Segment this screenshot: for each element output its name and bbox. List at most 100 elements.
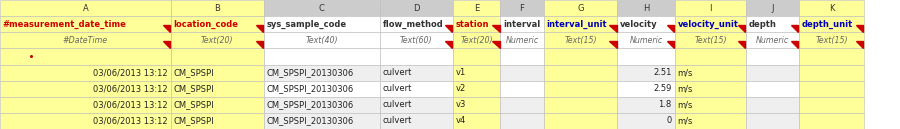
- Bar: [500, 0, 544, 16]
- Bar: [0, 113, 171, 129]
- Bar: [264, 32, 380, 48]
- Text: velocity: velocity: [620, 20, 658, 29]
- Polygon shape: [791, 25, 798, 32]
- Bar: [675, 81, 746, 97]
- Bar: [746, 113, 799, 129]
- Text: CM_SPSPI: CM_SPSPI: [174, 68, 214, 77]
- Bar: [544, 32, 617, 48]
- Bar: [799, 97, 864, 113]
- Text: C: C: [319, 4, 325, 13]
- Text: H: H: [643, 4, 650, 13]
- Bar: [500, 48, 544, 64]
- Bar: [0, 64, 171, 81]
- Bar: [0, 81, 171, 97]
- Text: CM_SPSPI_20130306: CM_SPSPI_20130306: [266, 84, 354, 93]
- Text: Numeric: Numeric: [506, 36, 538, 45]
- Text: CM_SPSPI_20130306: CM_SPSPI_20130306: [266, 116, 354, 125]
- Bar: [453, 64, 500, 81]
- Bar: [799, 113, 864, 129]
- Text: D: D: [413, 4, 419, 13]
- Bar: [500, 81, 544, 97]
- Bar: [453, 0, 500, 16]
- Bar: [544, 0, 617, 16]
- Bar: [746, 97, 799, 113]
- Polygon shape: [445, 25, 452, 32]
- Text: CM_SPSPI: CM_SPSPI: [174, 84, 214, 93]
- Text: v3: v3: [455, 100, 466, 109]
- Text: Numeric: Numeric: [756, 36, 789, 45]
- Bar: [675, 97, 746, 113]
- Bar: [799, 64, 864, 81]
- Bar: [171, 32, 264, 48]
- Text: Text(15): Text(15): [815, 36, 848, 45]
- Bar: [675, 48, 746, 64]
- Text: culvert: culvert: [382, 116, 412, 125]
- Text: Text(20): Text(20): [201, 36, 234, 45]
- Text: B: B: [214, 4, 220, 13]
- Bar: [675, 0, 746, 16]
- Bar: [171, 97, 264, 113]
- Polygon shape: [445, 41, 452, 48]
- Bar: [453, 48, 500, 64]
- Bar: [380, 16, 453, 32]
- Text: 03/06/2013 13:12: 03/06/2013 13:12: [93, 116, 167, 125]
- Bar: [500, 97, 544, 113]
- Text: Text(20): Text(20): [460, 36, 493, 45]
- Text: sys_sample_code: sys_sample_code: [266, 20, 346, 29]
- Text: flow_method: flow_method: [382, 20, 443, 29]
- Text: v4: v4: [455, 116, 465, 125]
- Text: Text(15): Text(15): [564, 36, 597, 45]
- Text: culvert: culvert: [382, 68, 412, 77]
- Bar: [171, 16, 264, 32]
- Bar: [453, 81, 500, 97]
- Bar: [0, 32, 171, 48]
- Polygon shape: [163, 41, 170, 48]
- Bar: [380, 64, 453, 81]
- Bar: [171, 81, 264, 97]
- Bar: [0, 48, 171, 64]
- Bar: [746, 0, 799, 16]
- Bar: [171, 48, 264, 64]
- Bar: [264, 81, 380, 97]
- Text: culvert: culvert: [382, 84, 412, 93]
- Bar: [544, 81, 617, 97]
- Bar: [264, 16, 380, 32]
- Bar: [675, 64, 746, 81]
- Text: 2.59: 2.59: [653, 84, 671, 93]
- Bar: [380, 48, 453, 64]
- Text: 03/06/2013 13:12: 03/06/2013 13:12: [93, 84, 167, 93]
- Bar: [746, 64, 799, 81]
- Bar: [746, 16, 799, 32]
- Text: 03/06/2013 13:12: 03/06/2013 13:12: [93, 68, 167, 77]
- Bar: [500, 113, 544, 129]
- Bar: [380, 97, 453, 113]
- Text: A: A: [83, 4, 88, 13]
- Bar: [746, 48, 799, 64]
- Text: interval: interval: [503, 20, 540, 29]
- Text: v1: v1: [455, 68, 465, 77]
- Text: F: F: [519, 4, 525, 13]
- Bar: [799, 81, 864, 97]
- Polygon shape: [667, 25, 674, 32]
- Bar: [171, 0, 264, 16]
- Bar: [500, 16, 544, 32]
- Text: location_code: location_code: [174, 20, 239, 29]
- Bar: [617, 97, 675, 113]
- Polygon shape: [738, 41, 745, 48]
- Bar: [171, 64, 264, 81]
- Bar: [453, 113, 500, 129]
- Text: 0: 0: [666, 116, 671, 125]
- Text: velocity_unit: velocity_unit: [678, 20, 739, 29]
- Text: CM_SPSPI: CM_SPSPI: [174, 116, 214, 125]
- Text: culvert: culvert: [382, 100, 412, 109]
- Text: CM_SPSPI: CM_SPSPI: [174, 100, 214, 109]
- Text: station: station: [455, 20, 489, 29]
- Bar: [0, 16, 171, 32]
- Bar: [0, 0, 171, 16]
- Bar: [500, 32, 544, 48]
- Bar: [500, 64, 544, 81]
- Text: #measurement_date_time: #measurement_date_time: [3, 20, 127, 29]
- Bar: [264, 97, 380, 113]
- Polygon shape: [609, 25, 617, 32]
- Polygon shape: [856, 41, 863, 48]
